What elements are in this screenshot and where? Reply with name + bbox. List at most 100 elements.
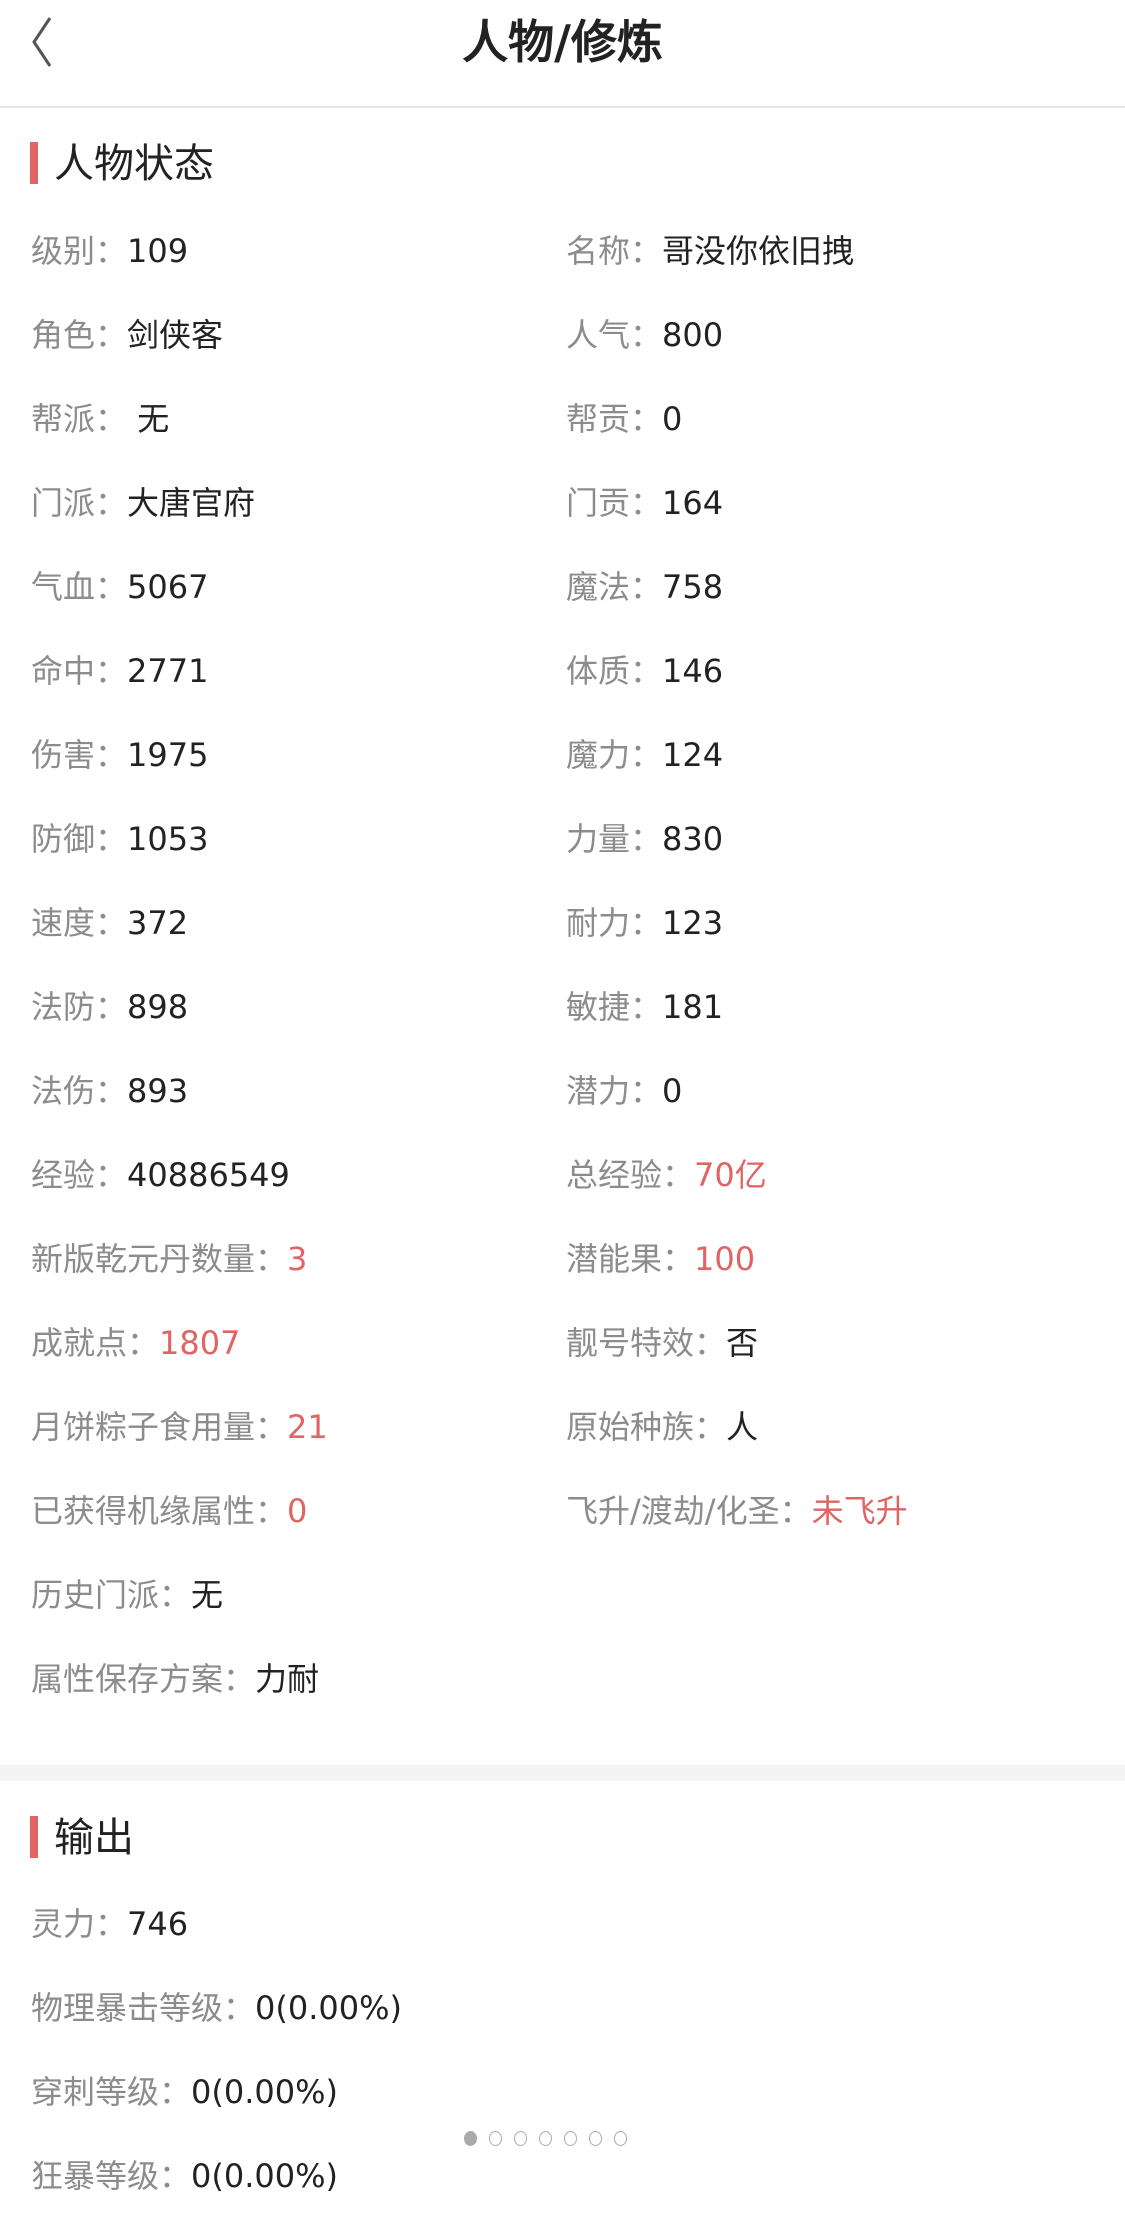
stat-item: 帮派： 无 (31, 377, 169, 461)
stat-label: 帮贡： (566, 400, 663, 438)
stat-item: 法防：898 (31, 965, 188, 1049)
stat-label: 靓号特效： (566, 1324, 727, 1362)
stat-label: 物理暴击等级： (31, 1989, 256, 2027)
stat-value: 898 (127, 988, 189, 1026)
stat-value: 5067 (127, 568, 209, 606)
stat-label: 成就点： (31, 1324, 160, 1362)
stat-item: 角色：剑侠客 (31, 293, 223, 377)
stat-label: 法防： (31, 988, 128, 1026)
stat-value: 人 (726, 1408, 759, 1446)
stat-value: 21 (287, 1408, 328, 1446)
page-dot[interactable] (564, 2131, 577, 2146)
stat-label: 经验： (31, 1156, 128, 1194)
stat-value: 否 (726, 1324, 759, 1362)
stat-item: 速度：372 (31, 881, 188, 965)
section-divider (0, 1765, 1125, 1781)
stat-value: 181 (662, 988, 724, 1026)
stat-item: 成就点：1807 (31, 1301, 240, 1385)
page-dot[interactable] (464, 2131, 477, 2146)
stat-item: 总经验：70亿 (566, 1133, 767, 1217)
stat-label: 总经验： (566, 1156, 695, 1194)
stat-value: 0(0.00%) (191, 2157, 338, 2195)
stat-value: 164 (662, 484, 724, 522)
stat-label: 法伤： (31, 1072, 128, 1110)
stat-value: 758 (662, 568, 724, 606)
section-title-output: 输出 (30, 1815, 134, 1861)
stat-value: 力耐 (255, 1660, 320, 1698)
stat-item: 气血：5067 (31, 545, 208, 629)
stat-label: 命中： (31, 652, 128, 690)
stat-label: 飞升/渡劫/化圣： (566, 1492, 812, 1530)
stat-value: 0 (662, 1072, 683, 1110)
stat-item: 敏捷：181 (566, 965, 723, 1049)
stat-label: 潜能果： (566, 1240, 695, 1278)
stat-value: 123 (662, 904, 724, 942)
stat-value: 1975 (127, 736, 209, 774)
stat-value: 2771 (127, 652, 209, 690)
stat-value: 830 (662, 820, 724, 858)
stat-label: 魔法： (566, 568, 663, 606)
stat-value: 剑侠客 (127, 316, 224, 354)
stat-label: 人气： (566, 316, 663, 354)
stat-item: 体质：146 (566, 629, 723, 713)
stat-item: 潜能果：100 (566, 1217, 755, 1301)
stat-item: 靓号特效：否 (566, 1301, 758, 1385)
stat-value: 3 (287, 1240, 308, 1278)
stat-label: 已获得机缘属性： (31, 1492, 288, 1530)
page-dot[interactable] (614, 2131, 627, 2146)
stat-value: 746 (127, 1905, 189, 1943)
stat-value: 无 (191, 1576, 224, 1614)
stat-item: 级别：109 (31, 209, 188, 293)
stat-label: 帮派： (31, 400, 128, 438)
stat-label: 速度： (31, 904, 128, 942)
stat-item: 属性保存方案：力耐 (31, 1637, 319, 1721)
stat-label: 敏捷： (566, 988, 663, 1026)
stat-value: 40886549 (127, 1156, 290, 1194)
stat-item: 门贡：164 (566, 461, 723, 545)
stat-value: 1807 (159, 1324, 241, 1362)
chevron-left-icon (32, 17, 52, 67)
stat-label: 级别： (31, 232, 128, 270)
stat-value: 0 (287, 1492, 308, 1530)
stat-item: 原始种族：人 (566, 1385, 758, 1469)
stat-item: 法伤：893 (31, 1049, 188, 1133)
stat-value: 893 (127, 1072, 189, 1110)
stat-item: 人气：800 (566, 293, 723, 377)
stat-item: 经验：40886549 (31, 1133, 290, 1217)
stat-item: 物理暴击等级：0(0.00%) (31, 1966, 402, 2050)
page-dot[interactable] (489, 2131, 502, 2146)
stat-value: 800 (662, 316, 724, 354)
stat-label: 防御： (31, 820, 128, 858)
stat-item: 穿刺等级：0(0.00%) (31, 2050, 338, 2134)
stat-value: 0 (662, 400, 683, 438)
stat-label: 角色： (31, 316, 128, 354)
stat-value: 哥没你依旧拽 (662, 232, 855, 270)
stat-label: 门派： (31, 484, 128, 522)
page-dot[interactable] (514, 2131, 527, 2146)
stat-item: 耐力：123 (566, 881, 723, 965)
page-indicator[interactable] (464, 2131, 627, 2146)
stat-value: 146 (662, 652, 724, 690)
stat-value: 124 (662, 736, 724, 774)
page-dot[interactable] (539, 2131, 552, 2146)
stat-value: 0(0.00%) (191, 2073, 338, 2111)
stat-item: 门派：大唐官府 (31, 461, 255, 545)
stat-value: 70亿 (694, 1156, 767, 1194)
stat-item: 伤害：1975 (31, 713, 208, 797)
stat-item: 飞升/渡劫/化圣：未飞升 (566, 1469, 908, 1553)
page-dot[interactable] (589, 2131, 602, 2146)
stat-label: 魔力： (566, 736, 663, 774)
stat-value: 未飞升 (811, 1492, 908, 1530)
back-button[interactable] (26, 14, 66, 70)
stat-item: 魔法：758 (566, 545, 723, 629)
stat-item: 已获得机缘属性：0 (31, 1469, 307, 1553)
stat-label: 灵力： (31, 1905, 128, 1943)
stat-label: 历史门派： (31, 1576, 192, 1614)
stat-label: 穿刺等级： (31, 2073, 192, 2111)
stat-label: 力量： (566, 820, 663, 858)
stat-item: 潜力：0 (566, 1049, 682, 1133)
stat-label: 气血： (31, 568, 128, 606)
stat-label: 名称： (566, 232, 663, 270)
stat-label: 狂暴等级： (31, 2157, 192, 2195)
stat-value: 1053 (127, 820, 209, 858)
